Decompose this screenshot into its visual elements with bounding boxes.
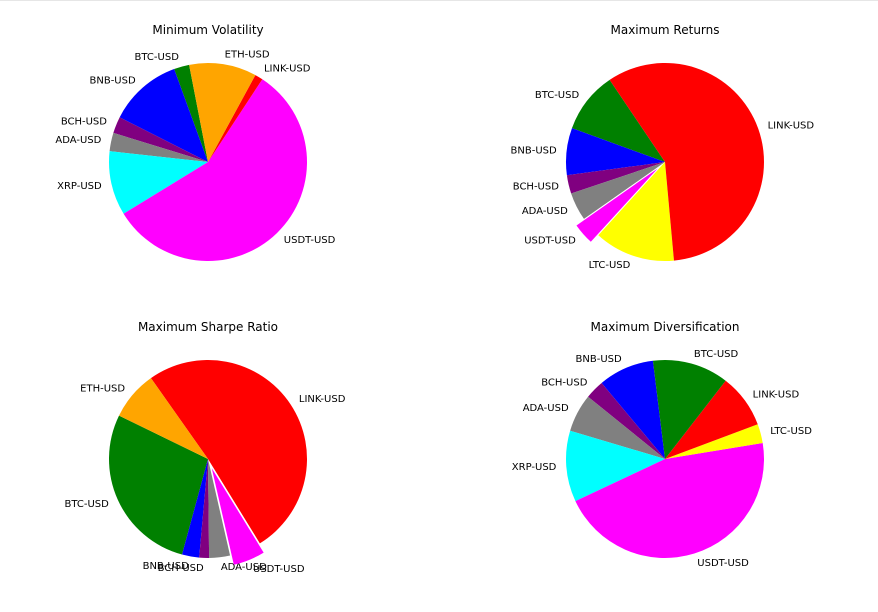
chart-title: Maximum Returns xyxy=(610,23,719,37)
slice-label-ltc-usd: LTC-USD xyxy=(770,426,812,437)
pie-slice-btc-usd xyxy=(652,360,726,459)
pie-slice-bch-usd xyxy=(113,117,208,162)
pie-slice-link-usd xyxy=(208,75,263,162)
pie-slice-bch-usd xyxy=(199,459,210,558)
slice-label-xrp-usd: XRP-USD xyxy=(512,462,557,473)
slice-label-link-usd: LINK-USD xyxy=(264,64,311,75)
pie-slice-btc-usd xyxy=(571,79,665,162)
pie-slice-ada-usd xyxy=(208,459,231,558)
pie-slice-xrp-usd xyxy=(109,151,208,214)
slice-label-btc-usd: BTC-USD xyxy=(694,349,739,360)
slice-label-bnb-usd: BNB-USD xyxy=(143,561,189,572)
slice-label-eth-usd: ETH-USD xyxy=(225,49,270,60)
chart-title: Maximum Diversification xyxy=(590,320,739,334)
slice-label-eth-usd: ETH-USD xyxy=(80,383,125,394)
slice-label-usdt-usd: USDT-USD xyxy=(253,564,305,575)
pie-slice-bnb-usd xyxy=(601,360,665,459)
pie-slice-btc-usd xyxy=(174,64,208,162)
pie-slice-link-usd xyxy=(665,380,758,459)
slice-label-usdt-usd: USDT-USD xyxy=(284,235,336,246)
slice-label-bnb-usd: BNB-USD xyxy=(576,354,622,365)
pie-slice-bnb-usd xyxy=(119,68,208,162)
slice-label-bnb-usd: BNB-USD xyxy=(511,145,557,156)
pie-slice-usdt-usd xyxy=(211,468,264,565)
slice-label-bnb-usd: BNB-USD xyxy=(90,76,136,87)
pie-chart-maximum-sharpe-ratio: Maximum Sharpe Ratio BTC-USD BNB-USDBCH-US… xyxy=(64,320,345,575)
pie-slice-usdt-usd xyxy=(123,79,307,261)
slice-label-btc-usd: BTC-USD xyxy=(64,499,109,510)
pie-slice-bch-usd xyxy=(566,162,665,194)
pie-slice-ltc-usd xyxy=(665,424,763,459)
pie-chart-minimum-volatility: Minimum Volatility BTC-USD BNB-USD BCH-USD A… xyxy=(55,23,336,261)
slice-label-ada-usd: ADA-USD xyxy=(522,206,568,217)
slice-label-ada-usd: ADA-USD xyxy=(221,562,267,573)
pie-slice-link-usd xyxy=(150,359,308,544)
chart-title: Minimum Volatility xyxy=(152,23,263,37)
slice-label-link-usd: LINK-USD xyxy=(768,120,815,131)
slice-label-bch-usd: BCH-USD xyxy=(158,563,204,574)
pie-slice-usdt-usd xyxy=(575,442,764,558)
pie-slice-ada-usd xyxy=(570,396,665,459)
top-border xyxy=(0,0,878,1)
pie-slice-btc-usd xyxy=(109,415,208,555)
pie-slice-xrp-usd xyxy=(566,430,665,502)
slice-label-bch-usd: BCH-USD xyxy=(61,116,107,127)
pie-slice-ada-usd xyxy=(571,162,665,219)
slice-label-usdt-usd: USDT-USD xyxy=(524,236,576,247)
slice-label-btc-usd: BTC-USD xyxy=(535,90,580,101)
slice-label-xrp-usd: XRP-USD xyxy=(57,181,102,192)
pie-slice-eth-usd xyxy=(119,378,208,459)
pie-slice-usdt-usd xyxy=(576,168,658,242)
pie-slice-bnb-usd xyxy=(565,128,665,176)
slice-label-bch-usd: BCH-USD xyxy=(541,378,587,389)
pie-slice-ltc-usd xyxy=(598,162,674,261)
pie-slice-eth-usd xyxy=(189,63,256,163)
pie-slice-bnb-usd xyxy=(182,459,208,558)
slice-label-link-usd: LINK-USD xyxy=(753,389,800,400)
chart-title: Maximum Sharpe Ratio xyxy=(138,320,278,334)
slice-label-ada-usd: ADA-USD xyxy=(55,135,101,146)
pie-slice-ada-usd xyxy=(109,132,208,162)
pie-chart-maximum-diversification: Maximum Diversification BNB-USD BCH-USD ADA… xyxy=(512,320,812,569)
slice-label-ltc-usd: LTC-USD xyxy=(589,260,631,271)
slice-label-ada-usd: ADA-USD xyxy=(523,403,569,414)
slice-label-link-usd: LINK-USD xyxy=(299,394,346,405)
slice-label-btc-usd: BTC-USD xyxy=(135,52,180,63)
pie-slice-bch-usd xyxy=(588,382,665,459)
slice-label-usdt-usd: USDT-USD xyxy=(697,558,749,569)
pie-slice-link-usd xyxy=(609,63,764,261)
slice-label-bch-usd: BCH-USD xyxy=(513,182,559,193)
pie-chart-maximum-returns: Maximum Returns BTC-USD BNB-USD BCH-USD ADA-… xyxy=(511,23,815,271)
